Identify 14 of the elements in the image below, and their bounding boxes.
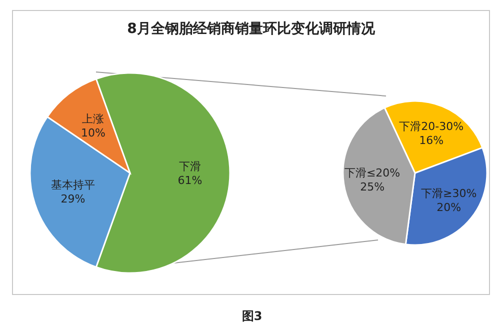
slice-label: 下滑 bbox=[179, 160, 201, 173]
data-label: 61% bbox=[178, 174, 202, 187]
slice-label: 下滑≥30% bbox=[421, 186, 477, 200]
chart-title: 8月全钢胎经销商销量环比变化调研情况 bbox=[126, 20, 376, 38]
caption: 图3 bbox=[240, 308, 264, 325]
slice-label: 下滑≤20% bbox=[344, 166, 400, 180]
data-label: 25% bbox=[360, 180, 385, 194]
data-label: 10% bbox=[81, 126, 106, 140]
data-label: 16% bbox=[419, 134, 444, 148]
slice-label: 基本持平 bbox=[50, 178, 95, 192]
slice-label: 下滑20-30% bbox=[399, 120, 464, 134]
data-label: 29% bbox=[60, 192, 86, 206]
data-label: 20% bbox=[436, 200, 462, 214]
slice-label: 上涨 bbox=[82, 112, 104, 126]
